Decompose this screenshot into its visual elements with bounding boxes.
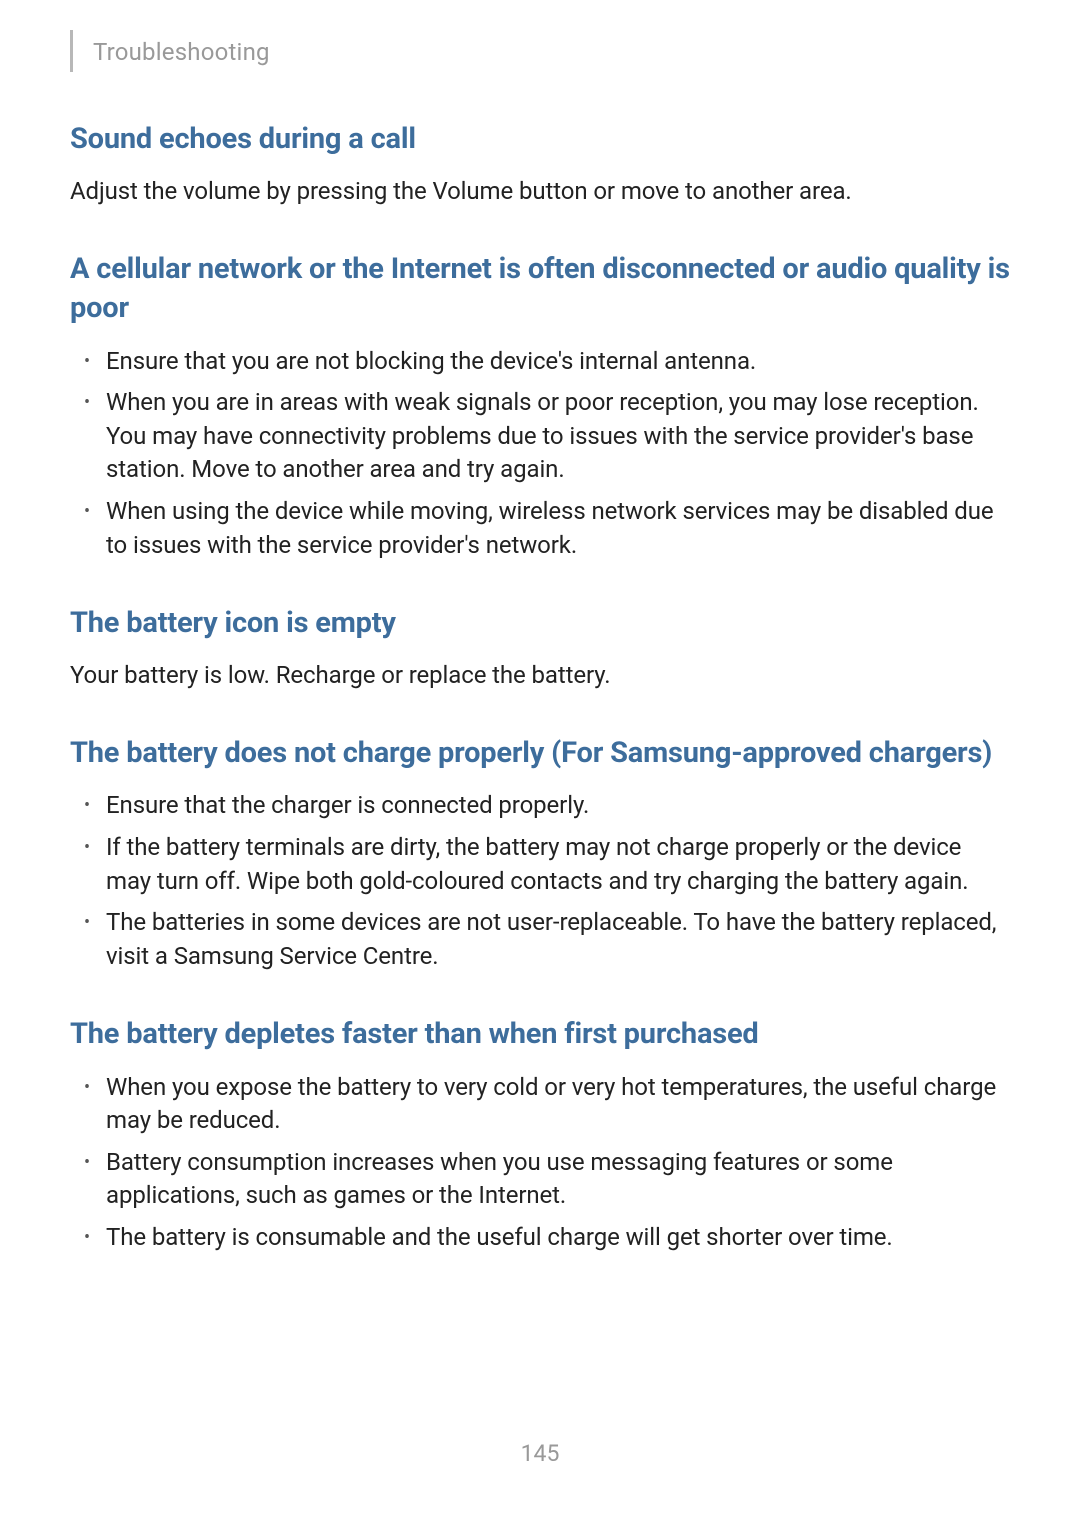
bullet-icon: • (70, 1150, 106, 1175)
bullet-list: •Ensure that you are not blocking the de… (70, 345, 1010, 563)
section-heading: The battery does not charge properly (Fo… (70, 734, 1010, 773)
bullet-icon: • (70, 349, 106, 374)
section-heading: The battery depletes faster than when fi… (70, 1015, 1010, 1054)
section-heading: Sound echoes during a call (70, 120, 1010, 159)
section-body: Your battery is low. Recharge or replace… (70, 659, 1010, 692)
breadcrumb: Troubleshooting (70, 38, 1010, 72)
bullet-icon: • (70, 793, 106, 818)
list-item: •If the battery terminals are dirty, the… (70, 831, 1010, 898)
list-item: •When you are in areas with weak signals… (70, 386, 1010, 487)
list-item-text: When using the device while moving, wire… (106, 495, 1010, 562)
list-item: •Ensure that the charger is connected pr… (70, 789, 1010, 823)
bullet-list: •When you expose the battery to very col… (70, 1071, 1010, 1255)
bullet-icon: • (70, 910, 106, 935)
bullet-icon: • (70, 1225, 106, 1250)
list-item: •Battery consumption increases when you … (70, 1146, 1010, 1213)
list-item-text: Battery consumption increases when you u… (106, 1146, 1010, 1213)
section: Sound echoes during a call Adjust the vol… (70, 120, 1010, 208)
bullet-icon: • (70, 390, 106, 415)
section: The battery does not charge properly (Fo… (70, 734, 1010, 973)
sections-container: Sound echoes during a call Adjust the vol… (70, 120, 1010, 1255)
section: The battery icon is empty Your battery is… (70, 604, 1010, 692)
list-item-text: When you are in areas with weak signals … (106, 386, 1010, 487)
list-item: •When using the device while moving, wir… (70, 495, 1010, 562)
section-body: Adjust the volume by pressing the Volume… (70, 175, 1010, 208)
section: A cellular network or the Internet is of… (70, 250, 1010, 562)
list-item-text: Ensure that the charger is connected pro… (106, 789, 1010, 823)
section-heading: A cellular network or the Internet is of… (70, 250, 1010, 328)
list-item: •Ensure that you are not blocking the de… (70, 345, 1010, 379)
list-item: •The battery is consumable and the usefu… (70, 1221, 1010, 1255)
bullet-icon: • (70, 835, 106, 860)
page-number: 145 (0, 1440, 1080, 1467)
list-item-text: Ensure that you are not blocking the dev… (106, 345, 1010, 379)
breadcrumb-divider (70, 30, 73, 72)
page-content: Troubleshooting Sound echoes during a ca… (0, 0, 1080, 1255)
breadcrumb-label: Troubleshooting (93, 38, 270, 66)
list-item: •The batteries in some devices are not u… (70, 906, 1010, 973)
bullet-icon: • (70, 1075, 106, 1100)
bullet-icon: • (70, 499, 106, 524)
list-item-text: The batteries in some devices are not us… (106, 906, 1010, 973)
section-heading: The battery icon is empty (70, 604, 1010, 643)
list-item: •When you expose the battery to very col… (70, 1071, 1010, 1138)
list-item-text: If the battery terminals are dirty, the … (106, 831, 1010, 898)
bullet-list: •Ensure that the charger is connected pr… (70, 789, 1010, 973)
list-item-text: When you expose the battery to very cold… (106, 1071, 1010, 1138)
section: The battery depletes faster than when fi… (70, 1015, 1010, 1254)
list-item-text: The battery is consumable and the useful… (106, 1221, 1010, 1255)
